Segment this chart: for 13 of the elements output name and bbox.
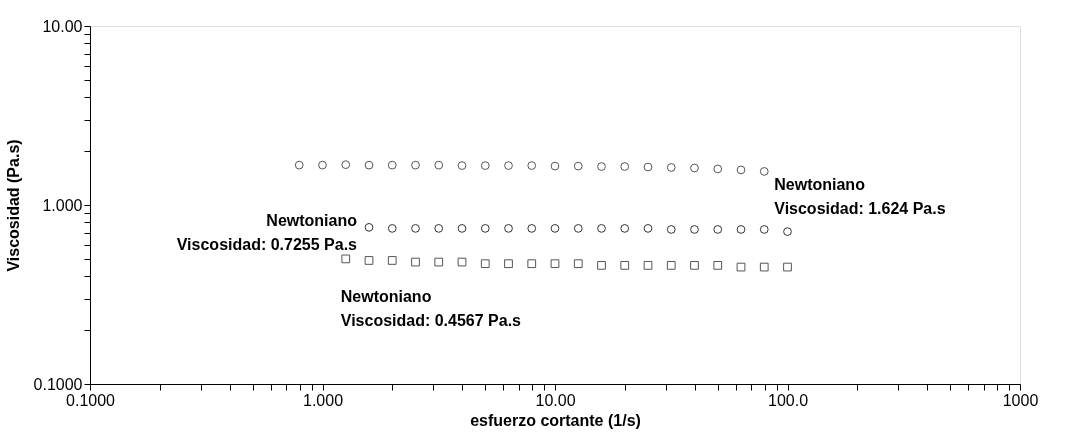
y-tick-label: 1.000	[42, 196, 83, 214]
y-axis-title: Viscosidad (Pa.s)	[4, 139, 22, 272]
x-tick-label: 0.1000	[66, 391, 116, 409]
x-tick-label: 1000	[1002, 391, 1039, 409]
annotation: Newtoniano Viscosidad: 0.4567 Pa.s	[340, 287, 522, 329]
y-tick-label: 10.00	[42, 17, 83, 35]
x-axis-title: esfuerzo cortante (1/s)	[470, 411, 641, 429]
annotation: Newtoniano Viscosidad: 1.624 Pa.s	[774, 176, 946, 218]
x-tick-label: 10.00	[535, 391, 576, 409]
x-tick-label: 1.000	[302, 391, 344, 409]
y-tick-label: 0.1000	[33, 375, 83, 393]
x-tick-label: 100.0	[767, 391, 809, 409]
annotation: Newtoniano Viscosidad: 0.7255 Pa.s	[176, 212, 358, 254]
